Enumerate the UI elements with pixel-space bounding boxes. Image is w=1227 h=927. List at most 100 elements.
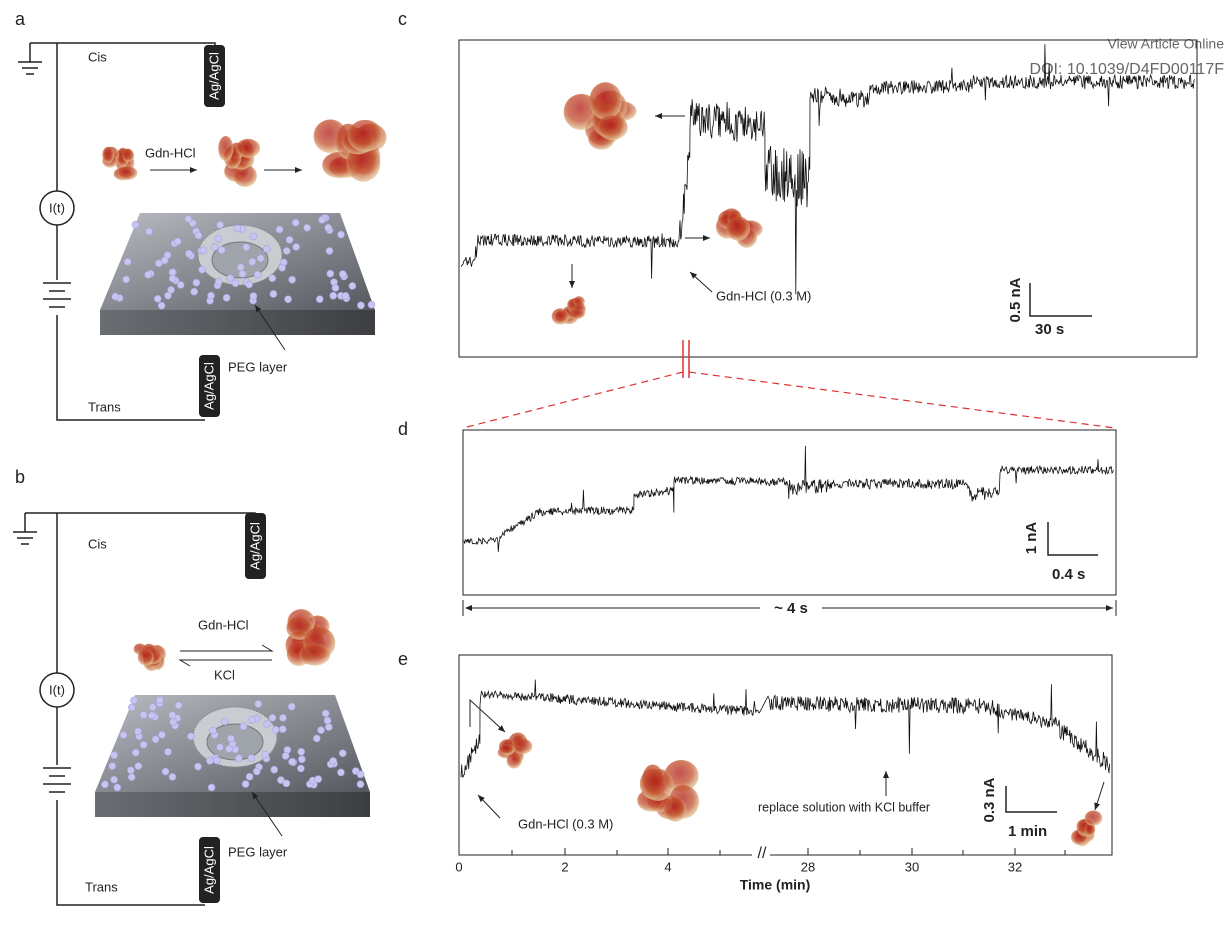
protein	[512, 738, 533, 755]
peg-bead	[337, 230, 345, 239]
doi[interactable]: DOI: 10.1039/D4FD00117F	[1030, 61, 1225, 78]
peg-bead	[268, 274, 277, 283]
scale-x-label: 0.4 s	[1052, 566, 1085, 583]
peg-bead	[226, 274, 235, 282]
peg-bead	[185, 249, 193, 258]
peg-bead	[127, 766, 135, 775]
peg-bead	[131, 748, 140, 757]
protein	[506, 752, 522, 769]
panel-a: a I(t) Ag/AgCl Ag/AgCl Cis Trans Gdn-HCl…	[15, 9, 376, 421]
peg-bead	[249, 292, 258, 300]
peg-bead	[176, 281, 185, 289]
protein	[1084, 810, 1103, 826]
peg-bead	[303, 223, 311, 232]
peg-bead	[233, 224, 242, 233]
protein	[499, 743, 515, 756]
protein	[726, 216, 751, 241]
peg-bead	[153, 295, 162, 303]
reverse-reagent-label: KCl	[214, 667, 235, 682]
arrow	[178, 659, 272, 667]
peg-bead	[252, 767, 261, 776]
layer-label: PEG layer	[228, 844, 288, 859]
peg-bead	[245, 280, 253, 289]
peg-bead	[110, 775, 118, 784]
protein-illustrations	[102, 82, 1103, 847]
peg-bead	[192, 278, 201, 287]
protein	[663, 797, 687, 822]
peg-bead	[256, 254, 265, 263]
panel-label: e	[398, 649, 408, 669]
peg-bead	[217, 246, 226, 254]
layer-label: PEG layer	[228, 359, 288, 374]
protein	[568, 309, 585, 320]
current-label: I(t)	[49, 682, 65, 697]
peg-bead	[317, 726, 325, 734]
axis-break-bg	[752, 846, 770, 864]
peg-bead	[119, 731, 128, 739]
peg-bead	[234, 754, 243, 763]
peg-bead	[174, 701, 183, 710]
peg-bead	[324, 223, 332, 232]
x-axis: 0 2 4 28 30 32	[455, 848, 1066, 874]
peg-bead	[216, 743, 224, 751]
reagent-label: Gdn-HCl	[198, 617, 249, 632]
x-tick-label: 28	[801, 859, 815, 874]
peg-bead	[297, 747, 306, 756]
arrow	[1094, 781, 1105, 811]
peg-bead	[337, 768, 345, 777]
peg-bead	[214, 234, 223, 243]
peg-bead	[329, 291, 338, 300]
reagent-label: Gdn-HCl	[145, 145, 196, 160]
cis-label: Cis	[88, 536, 107, 551]
peg-bead	[198, 265, 206, 274]
peg-bead	[253, 270, 262, 279]
peg-bead	[130, 696, 138, 705]
ammeter	[39, 190, 75, 226]
peg-bead	[314, 775, 322, 783]
peg-bead	[216, 221, 225, 229]
protein	[347, 119, 383, 152]
trans-label: Trans	[85, 879, 118, 894]
peg-bead	[282, 247, 291, 255]
trace-frame	[458, 654, 1113, 856]
peg-bead	[167, 286, 175, 294]
cis-label: Cis	[88, 49, 107, 64]
view-online[interactable]: View Article Online	[1108, 36, 1225, 52]
peg-bead	[269, 290, 278, 298]
scale-y-label: 0.3 nA	[981, 777, 998, 822]
panel-label: c	[398, 9, 407, 29]
peg-bead	[242, 243, 251, 252]
peg-bead	[338, 270, 347, 278]
panel-label: a	[15, 9, 26, 29]
scale-x-label: 1 min	[1008, 823, 1047, 840]
peg-bead	[357, 301, 365, 310]
peg-bead	[329, 757, 337, 765]
peg-bead	[248, 257, 257, 266]
peg-bead	[164, 291, 172, 300]
peg-bead	[323, 716, 332, 725]
peg-bead	[155, 696, 164, 704]
peg-bead	[207, 783, 216, 792]
peg-bead	[194, 231, 203, 240]
protein	[589, 82, 623, 120]
electrode-label: Ag/AgCl	[201, 362, 216, 410]
peg-bead	[194, 762, 202, 771]
peg-bead	[222, 293, 231, 302]
scale-bar	[1005, 786, 1057, 813]
scale-bar	[1047, 522, 1098, 556]
peg-bead	[367, 300, 376, 309]
peg-bead	[184, 215, 193, 223]
peg-bead	[249, 232, 258, 241]
peg-bead	[236, 263, 245, 272]
peg-bead	[157, 301, 166, 310]
nanopore-slab	[95, 695, 370, 817]
arrow	[251, 791, 283, 837]
peg-bead	[111, 292, 120, 301]
peg-bead	[315, 295, 324, 303]
peg-bead	[285, 236, 294, 244]
peg-bead	[238, 270, 247, 278]
peg-bead	[275, 225, 284, 234]
trace-line	[460, 679, 1111, 778]
electrode	[204, 45, 225, 107]
